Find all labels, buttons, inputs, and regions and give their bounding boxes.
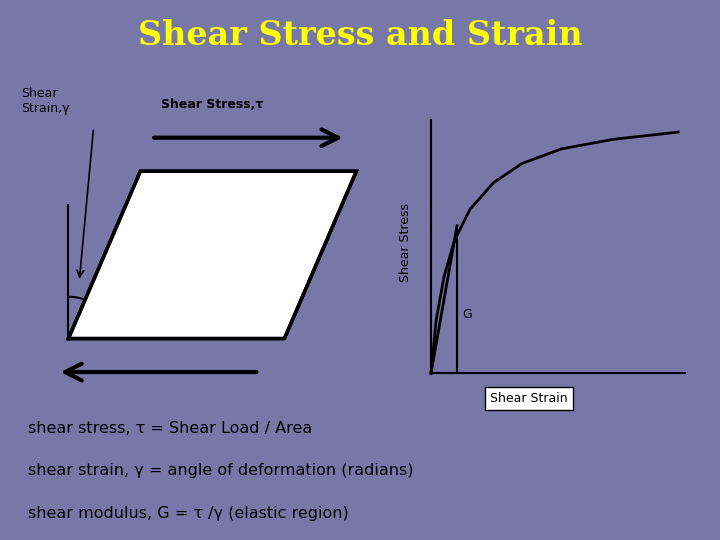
Text: shear stress, τ = Shear Load / Area: shear stress, τ = Shear Load / Area xyxy=(28,421,312,436)
Text: Shear Stress and Strain: Shear Stress and Strain xyxy=(138,19,582,52)
Text: G: G xyxy=(462,308,472,321)
Text: shear strain, γ = angle of deformation (radians): shear strain, γ = angle of deformation (… xyxy=(28,463,414,478)
Text: Shear Stress,τ: Shear Stress,τ xyxy=(161,98,264,111)
Text: Shear Strain: Shear Strain xyxy=(490,392,568,404)
Text: Shear
Strain,γ: Shear Strain,γ xyxy=(22,87,71,116)
Polygon shape xyxy=(68,171,356,339)
Text: Shear Stress: Shear Stress xyxy=(398,204,412,282)
Text: shear modulus, G = τ /γ (elastic region): shear modulus, G = τ /γ (elastic region) xyxy=(28,506,349,521)
